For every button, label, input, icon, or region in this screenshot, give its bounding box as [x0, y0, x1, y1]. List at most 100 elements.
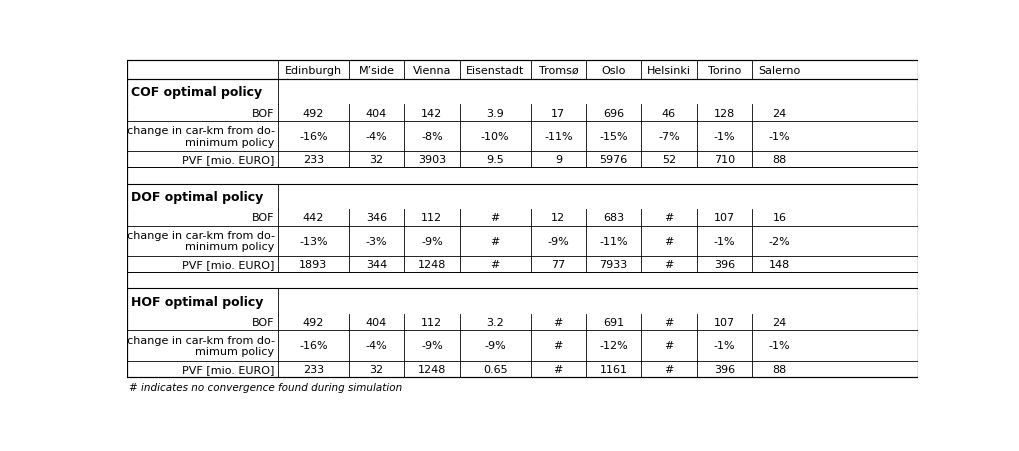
Text: 3.2: 3.2: [486, 318, 503, 327]
Text: Salerno: Salerno: [758, 65, 800, 75]
Text: 683: 683: [602, 213, 624, 223]
Text: 492: 492: [303, 318, 324, 327]
Text: #: #: [663, 318, 673, 327]
Text: 404: 404: [366, 108, 387, 118]
Text: 24: 24: [771, 108, 786, 118]
Text: COF optimal policy: COF optimal policy: [130, 86, 262, 99]
Text: -11%: -11%: [543, 132, 572, 142]
Text: 1161: 1161: [599, 364, 627, 374]
Text: -4%: -4%: [365, 132, 387, 142]
Text: #: #: [663, 259, 673, 269]
Text: -1%: -1%: [768, 132, 790, 142]
Text: 1893: 1893: [299, 259, 327, 269]
Text: 12: 12: [550, 213, 565, 223]
Text: #: #: [663, 364, 673, 374]
Text: 233: 233: [303, 364, 323, 374]
Text: Oslo: Oslo: [601, 65, 626, 75]
Text: 142: 142: [421, 108, 442, 118]
Text: 107: 107: [713, 213, 734, 223]
Text: -1%: -1%: [713, 132, 735, 142]
Text: #: #: [490, 213, 499, 223]
Text: 492: 492: [303, 108, 324, 118]
Text: 346: 346: [366, 213, 386, 223]
Text: -10%: -10%: [480, 132, 508, 142]
Text: BOF: BOF: [252, 318, 274, 327]
Text: 7933: 7933: [599, 259, 627, 269]
Text: 128: 128: [713, 108, 735, 118]
Text: -9%: -9%: [421, 236, 442, 246]
Text: 691: 691: [602, 318, 624, 327]
Text: 5976: 5976: [599, 155, 627, 165]
Text: Eisenstadt: Eisenstadt: [466, 65, 524, 75]
Text: Torino: Torino: [707, 65, 740, 75]
Text: 148: 148: [768, 259, 790, 269]
Text: #: #: [553, 341, 562, 351]
Text: -4%: -4%: [365, 341, 387, 351]
Text: 710: 710: [713, 155, 734, 165]
Text: % change in car-km from do-
minimum policy: % change in car-km from do- minimum poli…: [112, 230, 274, 252]
Text: -16%: -16%: [299, 132, 327, 142]
Text: #: #: [663, 236, 673, 246]
Text: -13%: -13%: [299, 236, 327, 246]
Text: 442: 442: [303, 213, 324, 223]
Text: -15%: -15%: [599, 132, 628, 142]
Text: -9%: -9%: [484, 341, 505, 351]
Text: -9%: -9%: [547, 236, 569, 246]
Text: -1%: -1%: [768, 341, 790, 351]
Text: 77: 77: [550, 259, 565, 269]
Text: 107: 107: [713, 318, 734, 327]
Text: 696: 696: [602, 108, 624, 118]
Text: PVF [mio. EURO]: PVF [mio. EURO]: [182, 259, 274, 269]
Text: 24: 24: [771, 318, 786, 327]
Text: 32: 32: [369, 155, 383, 165]
Text: Tromsø: Tromsø: [538, 65, 578, 75]
Text: PVF [mio. EURO]: PVF [mio. EURO]: [182, 364, 274, 374]
Text: -2%: -2%: [768, 236, 790, 246]
Text: % change in car-km from do-
minimum policy: % change in car-km from do- minimum poli…: [112, 126, 274, 147]
Text: 3.9: 3.9: [486, 108, 503, 118]
Text: 3903: 3903: [418, 155, 445, 165]
Text: BOF: BOF: [252, 213, 274, 223]
Text: PVF [mio. EURO]: PVF [mio. EURO]: [182, 155, 274, 165]
Text: 404: 404: [366, 318, 387, 327]
Text: DOF optimal policy: DOF optimal policy: [130, 190, 263, 203]
Text: #: #: [490, 236, 499, 246]
Text: 17: 17: [550, 108, 565, 118]
Text: -16%: -16%: [299, 341, 327, 351]
Text: 396: 396: [713, 259, 734, 269]
Text: #: #: [553, 318, 562, 327]
Text: # indicates no convergence found during simulation: # indicates no convergence found during …: [129, 382, 401, 392]
Text: 88: 88: [771, 364, 786, 374]
Text: 396: 396: [713, 364, 734, 374]
Text: 52: 52: [661, 155, 676, 165]
Text: -3%: -3%: [366, 236, 387, 246]
Text: -1%: -1%: [713, 341, 735, 351]
Text: 112: 112: [421, 318, 442, 327]
Text: 32: 32: [369, 364, 383, 374]
Text: 112: 112: [421, 213, 442, 223]
Text: Edinburgh: Edinburgh: [284, 65, 341, 75]
Text: -11%: -11%: [599, 236, 628, 246]
Text: #: #: [553, 364, 562, 374]
Text: 46: 46: [661, 108, 676, 118]
Text: BOF: BOF: [252, 108, 274, 118]
Text: 1248: 1248: [417, 364, 445, 374]
Text: 0.65: 0.65: [482, 364, 506, 374]
Text: 9: 9: [554, 155, 561, 165]
Text: -12%: -12%: [599, 341, 628, 351]
Text: #: #: [663, 213, 673, 223]
Text: #: #: [490, 259, 499, 269]
Text: -8%: -8%: [421, 132, 442, 142]
Text: 1248: 1248: [417, 259, 445, 269]
Text: -1%: -1%: [713, 236, 735, 246]
Text: #: #: [663, 341, 673, 351]
Text: 233: 233: [303, 155, 323, 165]
Text: HOF optimal policy: HOF optimal policy: [130, 295, 263, 308]
Text: Helsinki: Helsinki: [646, 65, 690, 75]
Text: 16: 16: [772, 213, 786, 223]
Text: -7%: -7%: [657, 132, 680, 142]
Text: 9.5: 9.5: [486, 155, 503, 165]
Text: M’side: M’side: [358, 65, 394, 75]
Text: 344: 344: [366, 259, 387, 269]
Text: -9%: -9%: [421, 341, 442, 351]
